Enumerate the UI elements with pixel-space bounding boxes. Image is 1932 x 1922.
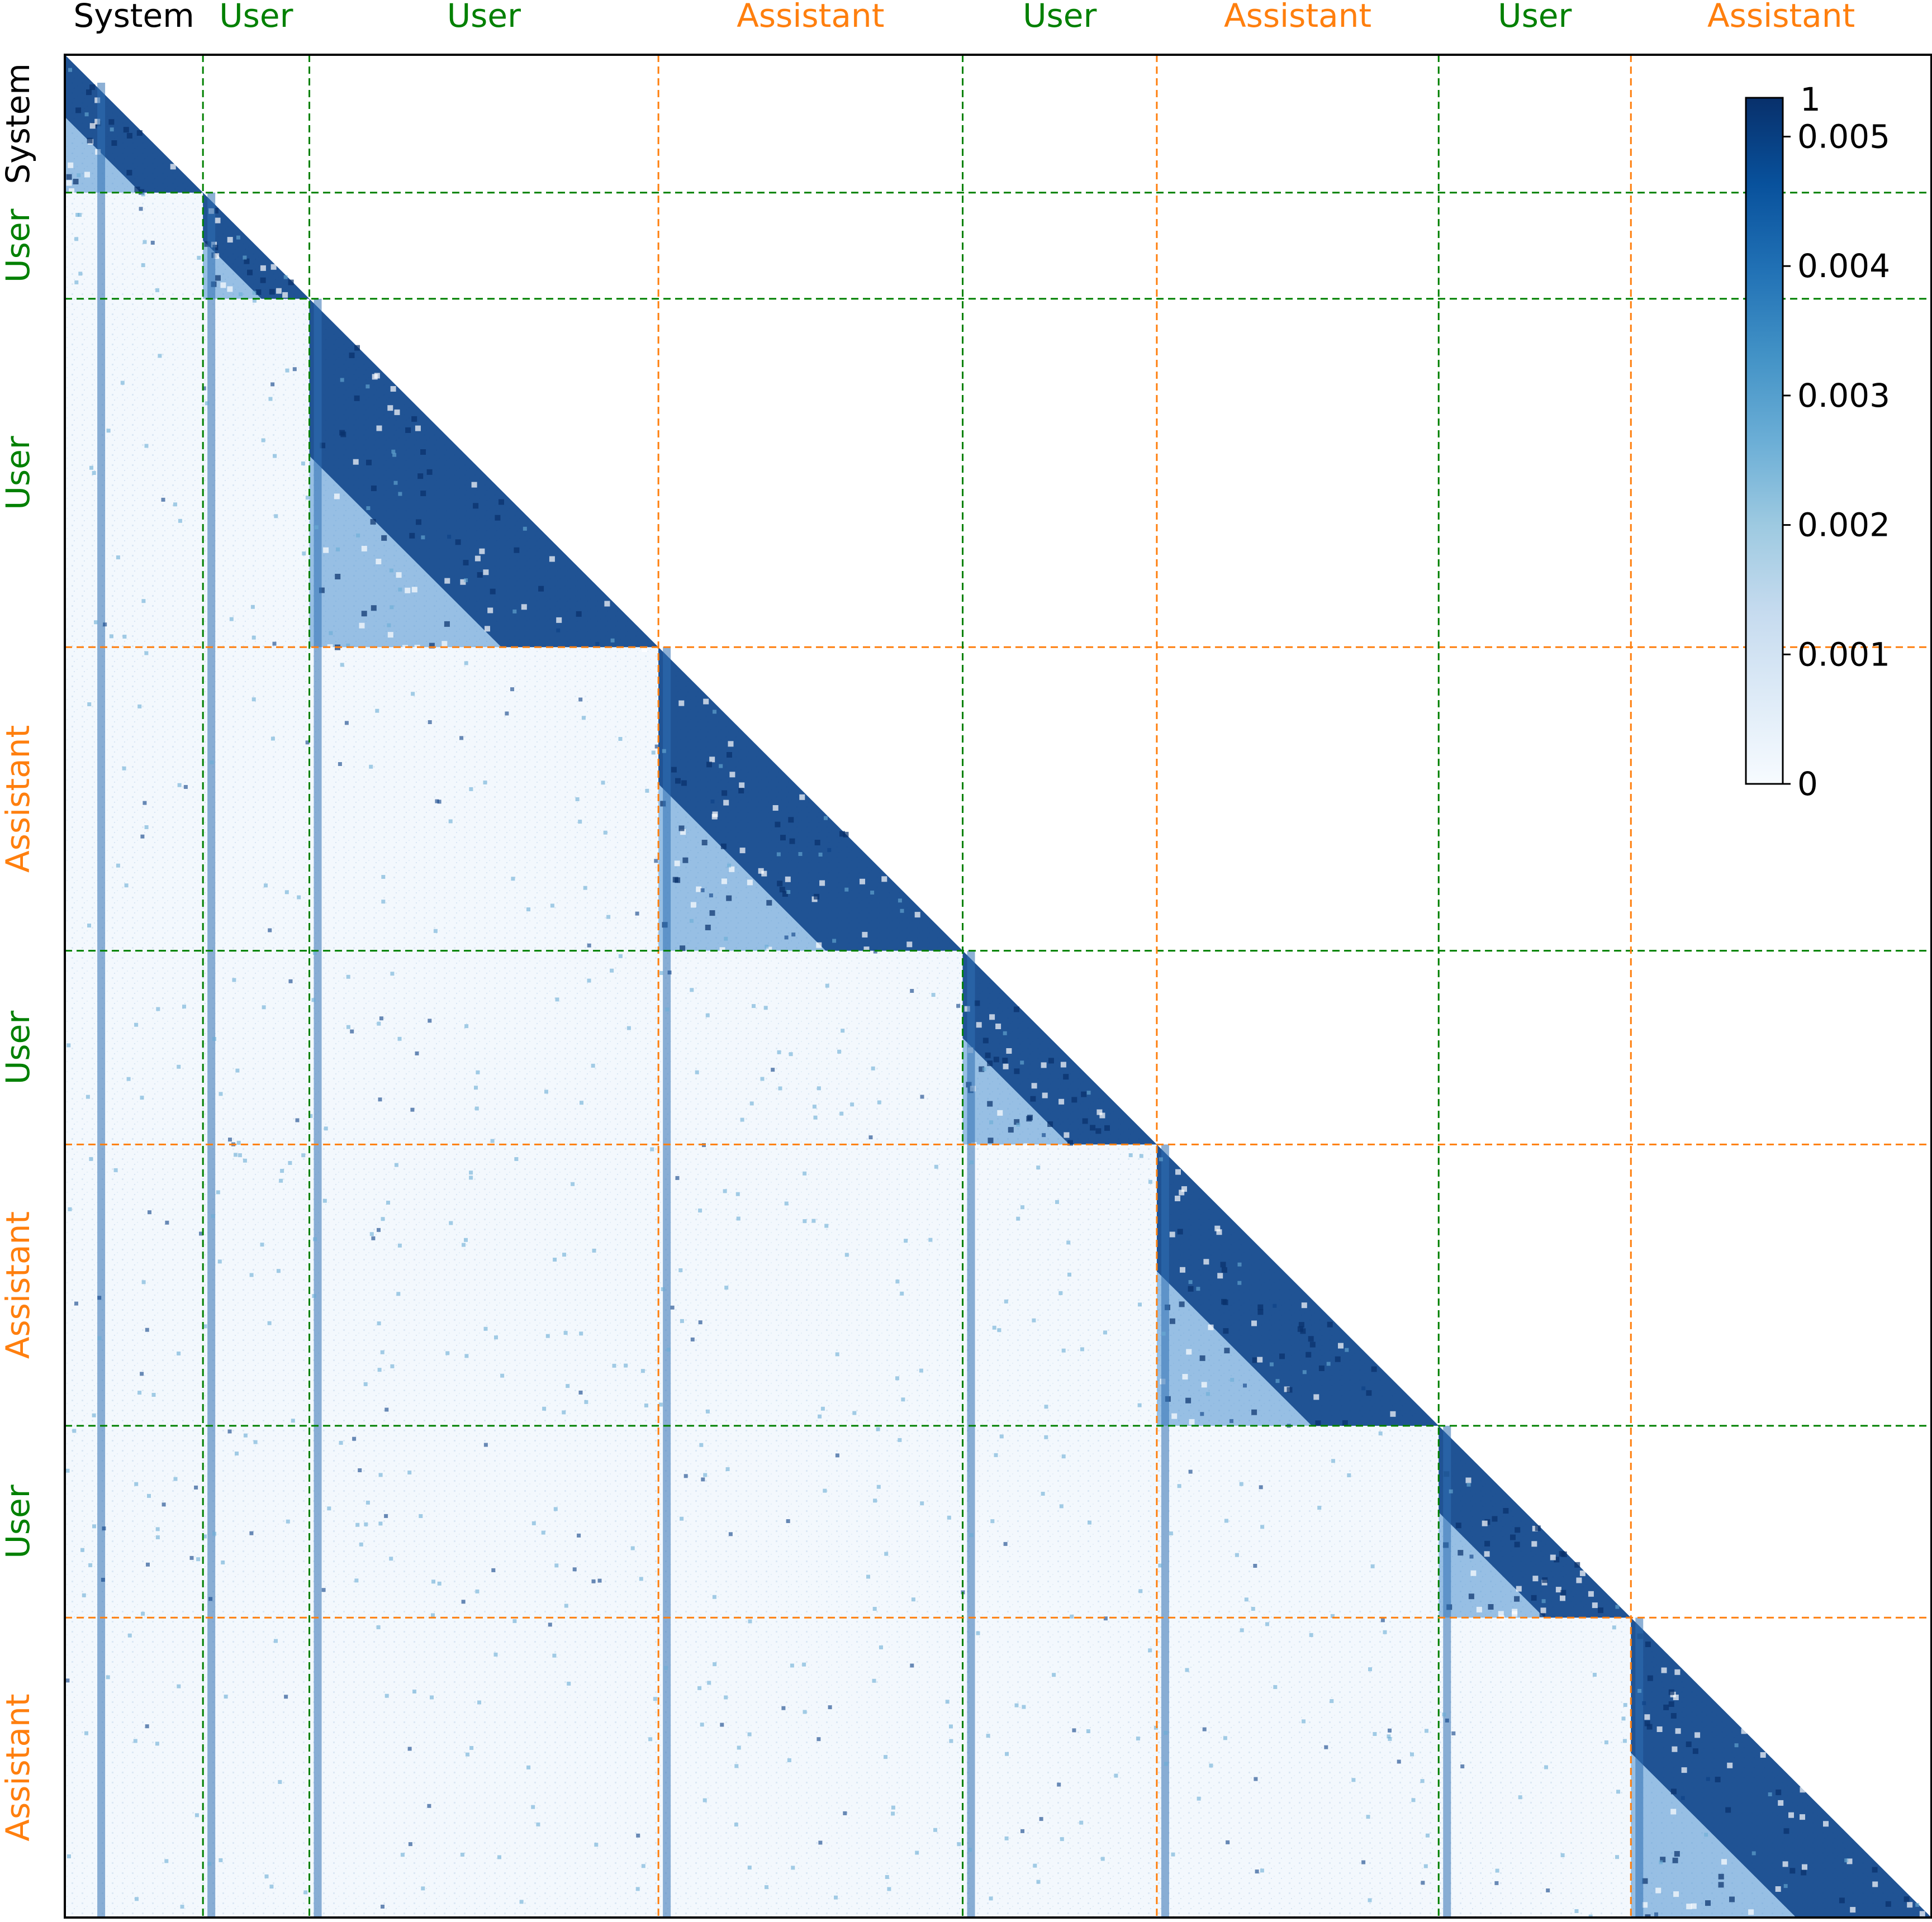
- plot-frame: [64, 54, 1932, 1919]
- attention-column-stripe: [1161, 1144, 1169, 1918]
- top-segment-label: Assistant: [737, 0, 884, 35]
- left-segment-labels: System User User Assistant User Assistant User…: [0, 63, 37, 1842]
- attention-column-stripe: [314, 298, 322, 1918]
- attention-column-stripe: [967, 950, 975, 1918]
- diagonal-block: [1439, 1425, 1631, 1621]
- left-segment-label: Assistant: [0, 1693, 37, 1841]
- top-segment-label: Assistant: [1224, 0, 1371, 35]
- diagonal-block: [1631, 1617, 1931, 1918]
- left-segment-label: User: [0, 1485, 37, 1558]
- colorbar-tick-label: 0.001: [1797, 635, 1890, 673]
- colorbar: 1 0 0.001 0.002 0.003 0.004 0.005: [1745, 80, 1890, 803]
- colorbar-top-label: 1: [1800, 80, 1821, 118]
- diagonal-block: [1156, 1144, 1439, 1426]
- colorbar-tick-label: 0.003: [1797, 377, 1890, 415]
- left-segment-label: System: [0, 63, 37, 184]
- attention-column-stripe: [663, 647, 671, 1918]
- top-segment-label: User: [219, 0, 293, 35]
- attention-column-stripe: [1443, 1425, 1451, 1918]
- diagonal-block: [65, 55, 203, 195]
- colorbar-gradient: [1745, 97, 1784, 785]
- colorbar-tick-label: 0: [1797, 765, 1818, 803]
- top-segment-label: User: [1023, 0, 1096, 35]
- diagonal-block: [309, 298, 659, 652]
- attention-column-stripe: [97, 83, 106, 1918]
- colorbar-tick-label: 0.004: [1797, 247, 1890, 285]
- top-segment-label: User: [447, 0, 521, 35]
- left-segment-label: User: [0, 1011, 37, 1084]
- heatmap-area: [65, 55, 1931, 1918]
- lower-triangle: [65, 55, 1931, 1918]
- segment-boundary-lines: [65, 55, 1931, 1918]
- diagonal-block: [962, 950, 1157, 1149]
- colorbar-tick-label: 0.005: [1797, 118, 1890, 156]
- top-segment-labels: System User User Assistant User Assistant User…: [73, 0, 1855, 35]
- attention-column-stripe: [207, 192, 216, 1918]
- left-segment-label: Assistant: [0, 1211, 37, 1359]
- diagonal-block: [203, 192, 310, 299]
- diagonal-block: [658, 647, 963, 953]
- top-segment-label: Assistant: [1707, 0, 1855, 35]
- colorbar-tick-label: 0.002: [1797, 506, 1890, 544]
- top-segment-label: User: [1498, 0, 1572, 35]
- left-segment-label: User: [0, 208, 37, 282]
- left-segment-label: Assistant: [0, 725, 37, 873]
- left-segment-label: User: [0, 436, 37, 510]
- top-segment-label: System: [73, 0, 194, 35]
- attention-column-stripe: [1635, 1617, 1644, 1918]
